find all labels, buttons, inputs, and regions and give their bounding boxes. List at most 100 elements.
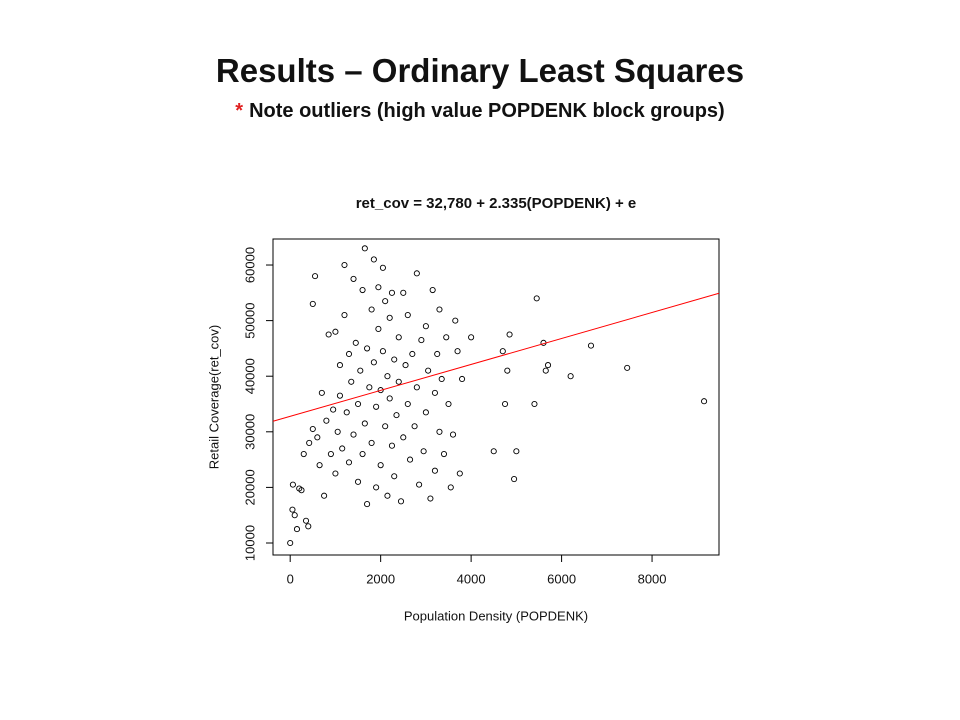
point <box>400 434 407 441</box>
point <box>452 317 459 324</box>
point <box>312 273 319 280</box>
point <box>379 348 386 355</box>
point <box>456 470 463 477</box>
point <box>404 400 411 408</box>
point <box>436 428 443 435</box>
point <box>393 412 400 419</box>
x-tick-label: 8000 <box>638 571 667 586</box>
point <box>373 403 380 410</box>
point <box>336 392 343 399</box>
y-tick-label: 60000 <box>242 247 257 283</box>
point <box>359 450 366 458</box>
point <box>501 400 509 408</box>
point <box>327 450 334 458</box>
point <box>364 345 371 352</box>
point <box>368 306 375 313</box>
point <box>287 539 294 547</box>
point <box>511 476 518 483</box>
point <box>318 389 325 396</box>
y-tick-label: 10000 <box>242 525 257 561</box>
point <box>339 445 346 452</box>
point <box>384 373 391 380</box>
point <box>323 417 330 424</box>
point <box>531 400 538 408</box>
y-tick-label: 40000 <box>242 358 257 394</box>
point <box>402 362 409 369</box>
x-tick-label: 0 <box>287 571 294 586</box>
x-tick-label: 6000 <box>547 571 576 586</box>
point <box>330 406 337 413</box>
point <box>438 375 445 383</box>
point <box>341 261 348 269</box>
point <box>413 270 420 277</box>
point <box>345 459 353 466</box>
point <box>306 439 313 446</box>
point <box>391 356 398 363</box>
point <box>429 286 436 294</box>
point <box>490 448 497 455</box>
point <box>397 498 405 505</box>
point <box>567 373 574 380</box>
point <box>404 312 411 319</box>
point <box>431 389 438 396</box>
point <box>386 395 393 402</box>
point <box>388 289 396 296</box>
point <box>533 295 540 302</box>
point <box>422 409 429 416</box>
x-axis-label: Population Density (POPDENK) <box>404 608 588 623</box>
point <box>368 439 375 446</box>
point <box>382 298 389 305</box>
note-text: Note outliers (high value POPDENK block … <box>249 100 725 122</box>
point <box>357 367 364 374</box>
point <box>420 448 427 455</box>
point <box>370 256 377 263</box>
point <box>343 409 350 416</box>
point <box>701 398 708 405</box>
point <box>395 334 402 341</box>
plot-frame <box>272 238 720 556</box>
point <box>513 448 520 455</box>
point <box>332 470 339 477</box>
y-tick-label: 30000 <box>242 414 257 450</box>
point <box>375 325 382 333</box>
point <box>440 450 448 458</box>
point <box>425 367 432 374</box>
point <box>418 337 425 344</box>
point <box>364 501 371 508</box>
point <box>413 384 420 391</box>
point <box>289 506 296 513</box>
point <box>459 375 466 383</box>
point <box>293 526 301 533</box>
point <box>499 348 506 355</box>
point <box>449 431 457 438</box>
point <box>354 400 362 408</box>
point <box>395 378 402 385</box>
y-axis-label: Retail Coverage(ret_cov) <box>206 325 221 470</box>
point <box>341 312 348 319</box>
point <box>373 484 380 491</box>
point <box>400 289 407 296</box>
point <box>334 428 341 435</box>
point <box>361 420 368 427</box>
point <box>542 367 549 374</box>
x-tick-label: 4000 <box>457 571 486 586</box>
point <box>379 264 386 271</box>
point <box>409 350 416 358</box>
point <box>314 434 321 441</box>
point <box>361 245 368 252</box>
point <box>422 323 429 330</box>
point <box>411 423 418 430</box>
slide-title: Results – Ordinary Least Squares <box>215 52 745 89</box>
point <box>377 462 384 469</box>
point <box>350 431 357 438</box>
y-tick-label: 50000 <box>242 303 257 339</box>
note-marker: * <box>235 100 244 122</box>
point <box>386 314 393 321</box>
y-tick-label: 20000 <box>242 469 257 505</box>
point <box>325 331 332 338</box>
point <box>370 359 377 366</box>
point <box>388 442 396 449</box>
point <box>316 462 323 469</box>
